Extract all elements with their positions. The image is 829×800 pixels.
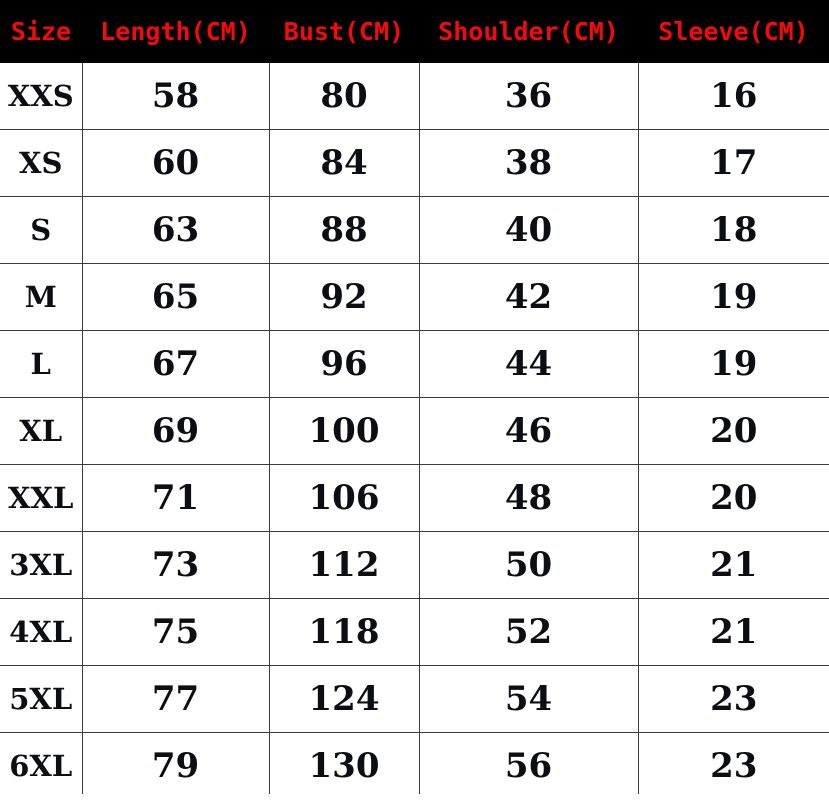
cell-bust: 96 <box>269 330 420 398</box>
table-row: M 65 92 42 19 <box>0 263 829 331</box>
cell-length: 79 <box>82 732 270 800</box>
cell-bust: 112 <box>269 531 420 599</box>
cell-size: 3XL <box>0 531 83 599</box>
cell-bust: 100 <box>269 397 420 465</box>
cell-bust: 84 <box>269 129 420 197</box>
table-row: S 63 88 40 18 <box>0 196 829 264</box>
table-row: 6XL 79 130 56 23 <box>0 732 829 800</box>
header-row: Size Length(CM) Bust(CM) Shoulder(CM) Sl… <box>0 0 829 63</box>
table-header: Size Length(CM) Bust(CM) Shoulder(CM) Sl… <box>0 0 829 63</box>
cell-length: 77 <box>82 665 270 733</box>
cell-size: L <box>0 330 83 398</box>
cell-shoulder: 42 <box>419 263 639 331</box>
cell-sleeve: 19 <box>638 263 829 331</box>
cell-sleeve: 17 <box>638 129 829 197</box>
cell-shoulder: 36 <box>419 63 639 130</box>
cell-length: 71 <box>82 464 270 532</box>
table-row: XL 69 100 46 20 <box>0 397 829 465</box>
table-body: XXS 58 80 36 16 XS 60 84 38 17 S 63 88 40 18 M 65 92 42 19 L… <box>0 63 829 800</box>
cell-sleeve: 21 <box>638 531 829 599</box>
table-row: XS 60 84 38 17 <box>0 129 829 197</box>
cell-sleeve: 18 <box>638 196 829 264</box>
cell-shoulder: 48 <box>419 464 639 532</box>
cell-sleeve: 19 <box>638 330 829 398</box>
cell-shoulder: 38 <box>419 129 639 197</box>
cell-length: 60 <box>82 129 270 197</box>
column-header-bust: Bust(CM) <box>269 0 419 63</box>
column-header-shoulder: Shoulder(CM) <box>419 0 638 63</box>
cell-size: 4XL <box>0 598 83 666</box>
cell-size: M <box>0 263 83 331</box>
cell-bust: 92 <box>269 263 420 331</box>
cell-sleeve: 20 <box>638 464 829 532</box>
cell-sleeve: 21 <box>638 598 829 666</box>
cell-sleeve: 20 <box>638 397 829 465</box>
cell-length: 65 <box>82 263 270 331</box>
table-row: XXS 58 80 36 16 <box>0 63 829 130</box>
column-header-size: Size <box>0 0 82 63</box>
table-row: 5XL 77 124 54 23 <box>0 665 829 733</box>
cell-length: 69 <box>82 397 270 465</box>
cell-size: 6XL <box>0 732 83 800</box>
cell-bust: 130 <box>269 732 420 800</box>
cell-sleeve: 23 <box>638 665 829 733</box>
table-row: 4XL 75 118 52 21 <box>0 598 829 666</box>
column-header-sleeve: Sleeve(CM) <box>638 0 829 63</box>
cell-sleeve: 16 <box>638 63 829 130</box>
cell-length: 63 <box>82 196 270 264</box>
table-row: XXL 71 106 48 20 <box>0 464 829 532</box>
cell-length: 58 <box>82 63 270 130</box>
cell-size: XS <box>0 129 83 197</box>
cell-shoulder: 46 <box>419 397 639 465</box>
cell-size: XL <box>0 397 83 465</box>
cell-shoulder: 44 <box>419 330 639 398</box>
cell-bust: 124 <box>269 665 420 733</box>
cell-bust: 106 <box>269 464 420 532</box>
cell-size: S <box>0 196 83 264</box>
cell-size: XXS <box>0 63 83 130</box>
cell-bust: 80 <box>269 63 420 130</box>
cell-length: 73 <box>82 531 270 599</box>
bottom-spacer <box>0 794 829 800</box>
cell-shoulder: 52 <box>419 598 639 666</box>
cell-length: 67 <box>82 330 270 398</box>
cell-length: 75 <box>82 598 270 666</box>
cell-bust: 88 <box>269 196 420 264</box>
cell-sleeve: 23 <box>638 732 829 800</box>
cell-size: 5XL <box>0 665 83 733</box>
cell-size: XXL <box>0 464 83 532</box>
cell-shoulder: 40 <box>419 196 639 264</box>
table-row: L 67 96 44 19 <box>0 330 829 398</box>
cell-shoulder: 56 <box>419 732 639 800</box>
cell-bust: 118 <box>269 598 420 666</box>
table-row: 3XL 73 112 50 21 <box>0 531 829 599</box>
cell-shoulder: 54 <box>419 665 639 733</box>
cell-shoulder: 50 <box>419 531 639 599</box>
column-header-length: Length(CM) <box>82 0 269 63</box>
